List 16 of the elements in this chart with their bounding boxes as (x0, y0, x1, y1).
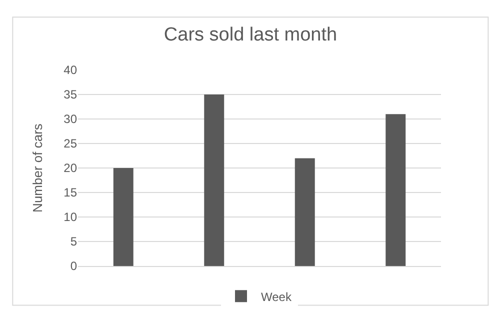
bar (204, 94, 224, 266)
y-tick-label: 5 (70, 234, 78, 249)
y-tick-label: 10 (64, 210, 78, 224)
y-tick-label: 25 (64, 136, 78, 151)
y-tick-label: 15 (64, 186, 78, 200)
bar (386, 114, 406, 266)
y-tick-label: 30 (64, 112, 78, 126)
chart-title: Cars sold last month (164, 24, 338, 46)
y-tick-label: 35 (64, 88, 78, 102)
legend-label: Week (261, 290, 292, 304)
bar (113, 168, 134, 266)
bar (294, 158, 315, 266)
y-tick-label: 20 (64, 161, 78, 176)
y-tick-label: 40 (64, 63, 78, 78)
y-tick-label: 0 (70, 259, 78, 274)
y-axis-title: Number of cars (30, 123, 45, 212)
